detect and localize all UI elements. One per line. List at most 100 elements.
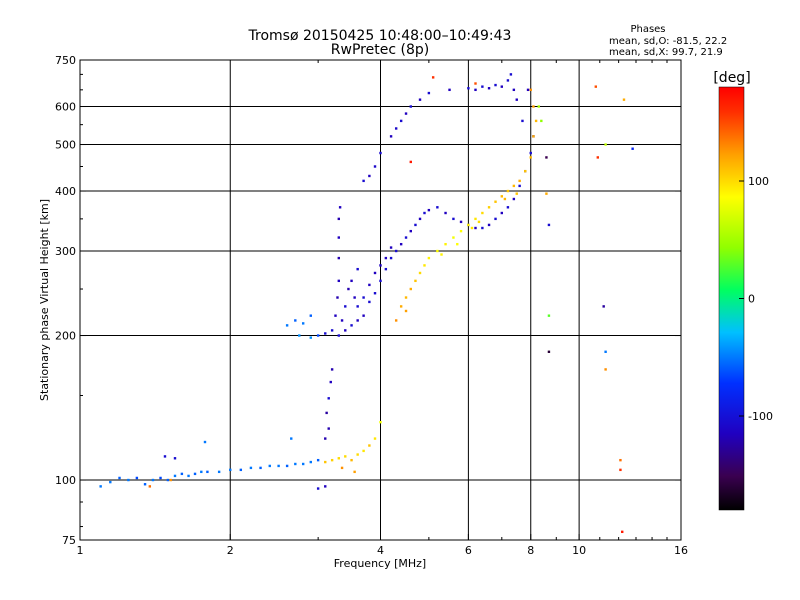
data-point: [163, 455, 167, 458]
colorbar-tick-label: 100: [748, 175, 769, 188]
x-tick-label: 6: [465, 544, 472, 557]
data-point: [604, 143, 607, 146]
data-point: [239, 468, 243, 472]
data-point: [206, 470, 209, 474]
data-point: [515, 192, 518, 195]
data-point: [301, 462, 305, 466]
data-point: [503, 197, 507, 201]
data-point: [294, 319, 297, 322]
data-point: [467, 223, 470, 227]
x-tick-label: 1: [77, 544, 84, 557]
colorbar-tick-label: -100: [748, 410, 773, 423]
data-point: [290, 437, 293, 440]
data-point: [470, 226, 474, 230]
data-point: [368, 444, 371, 447]
data-point: [368, 174, 371, 178]
data-point: [477, 220, 481, 224]
data-point: [389, 246, 393, 249]
data-point: [180, 472, 184, 476]
data-point: [399, 119, 403, 123]
data-point: [294, 462, 297, 466]
data-point: [427, 256, 431, 260]
data-point: [324, 332, 327, 335]
data-point: [532, 135, 535, 138]
data-points: [99, 73, 634, 534]
data-point: [494, 217, 497, 221]
data-point: [340, 466, 344, 470]
data-point: [529, 156, 532, 159]
data-point: [379, 279, 382, 283]
data-point: [347, 287, 350, 291]
data-point: [494, 83, 497, 87]
data-point: [619, 468, 622, 472]
data-point: [436, 249, 439, 253]
data-point: [350, 458, 353, 462]
data-point: [512, 88, 516, 92]
data-point: [316, 334, 320, 337]
data-point: [135, 476, 139, 480]
data-point: [512, 184, 516, 188]
data-point: [500, 211, 504, 215]
colorbar-gradient: [718, 86, 745, 511]
chart-title: Tromsø 20150425 10:48:00–10:49:43: [248, 28, 512, 44]
data-point: [394, 127, 398, 130]
x-axis-label: Frequency [MHz]: [334, 557, 426, 570]
data-point: [309, 314, 312, 317]
data-point: [427, 208, 431, 212]
data-point: [487, 87, 491, 90]
data-point: [529, 88, 532, 92]
data-point: [394, 249, 398, 253]
data-point: [118, 476, 121, 480]
data-point: [500, 85, 504, 88]
data-point: [362, 296, 365, 299]
x-tick-label: 10: [572, 544, 586, 557]
data-point: [379, 151, 382, 155]
y-tick-label: 400: [55, 185, 76, 198]
data-point: [337, 236, 341, 239]
colorbar: [deg] 100 0 -100: [713, 70, 773, 511]
data-point: [203, 440, 207, 444]
data-point: [148, 485, 152, 488]
data-point: [404, 296, 408, 299]
y-tick-label: 600: [55, 101, 76, 114]
data-point: [524, 169, 527, 173]
data-point: [619, 458, 622, 462]
data-point: [229, 468, 232, 472]
data-point: [362, 179, 365, 183]
data-point: [316, 458, 320, 462]
data-point: [327, 427, 330, 430]
y-tick-label: 75: [62, 534, 76, 547]
data-point: [506, 189, 510, 193]
data-point: [325, 411, 328, 415]
data-point: [545, 156, 548, 159]
data-point: [337, 457, 341, 460]
data-point: [268, 464, 271, 468]
data-point: [545, 192, 548, 195]
data-point: [166, 478, 170, 482]
data-point: [487, 223, 491, 227]
data-point: [338, 206, 342, 209]
data-point: [444, 242, 447, 246]
data-point: [249, 466, 253, 470]
data-point: [353, 296, 356, 299]
data-point: [373, 292, 377, 295]
x-axis-ticks: 1 2 4 6 8 10 16: [77, 60, 688, 557]
stats-line-o: mean, sd,O: -81.5, 22.2: [609, 36, 727, 47]
data-point: [362, 314, 365, 317]
colorbar-ticks: 100 0 -100: [739, 175, 773, 423]
data-point: [368, 283, 371, 287]
data-point: [330, 329, 334, 332]
data-point: [487, 206, 491, 209]
data-point: [336, 296, 339, 299]
data-point: [532, 105, 535, 108]
data-point: [409, 229, 412, 233]
data-point: [409, 287, 412, 291]
data-point: [324, 437, 327, 440]
data-point: [337, 334, 341, 337]
stats-heading: Phases: [630, 24, 665, 35]
data-point: [481, 226, 484, 230]
y-axis-ticks: 75 100 200 300 400 500 600 750: [55, 54, 681, 547]
data-point: [344, 455, 347, 458]
y-tick-label: 100: [55, 474, 76, 487]
